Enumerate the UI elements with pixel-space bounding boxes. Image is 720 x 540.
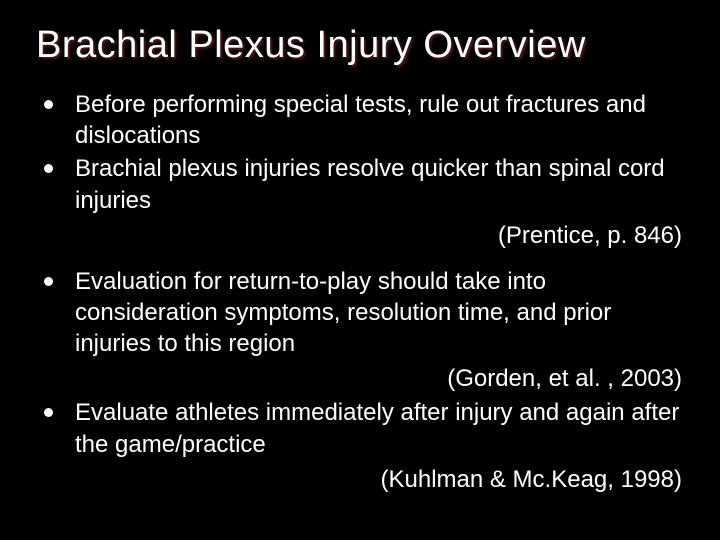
bullet-icon <box>44 164 53 173</box>
slide-container: Brachial Plexus Injury Overview Before p… <box>0 0 720 540</box>
citation-text: (Gorden, et al. , 2003) <box>36 365 684 393</box>
list-item: Evaluate athletes immediately after inju… <box>44 397 684 459</box>
list-item: Evaluation for return-to-play should tak… <box>44 266 684 360</box>
bullet-text: Before performing special tests, rule ou… <box>75 89 684 151</box>
bullet-icon <box>44 277 53 286</box>
page-title: Brachial Plexus Injury Overview <box>36 24 684 67</box>
bullet-text: Evaluate athletes immediately after inju… <box>75 397 684 459</box>
list-item: Before performing special tests, rule ou… <box>44 89 684 151</box>
citation-text: (Kuhlman & Mc.Keag, 1998) <box>36 466 684 494</box>
citation-text: (Prentice, p. 846) <box>36 222 684 250</box>
bullet-icon <box>44 408 53 417</box>
bullet-icon <box>44 100 53 109</box>
bullet-list: Evaluate athletes immediately after inju… <box>36 397 684 459</box>
bullet-text: Evaluation for return-to-play should tak… <box>75 266 684 360</box>
list-item: Brachial plexus injuries resolve quicker… <box>44 153 684 215</box>
bullet-list: Evaluation for return-to-play should tak… <box>36 266 684 360</box>
bullet-list: Before performing special tests, rule ou… <box>36 89 684 216</box>
bullet-text: Brachial plexus injuries resolve quicker… <box>75 153 684 215</box>
